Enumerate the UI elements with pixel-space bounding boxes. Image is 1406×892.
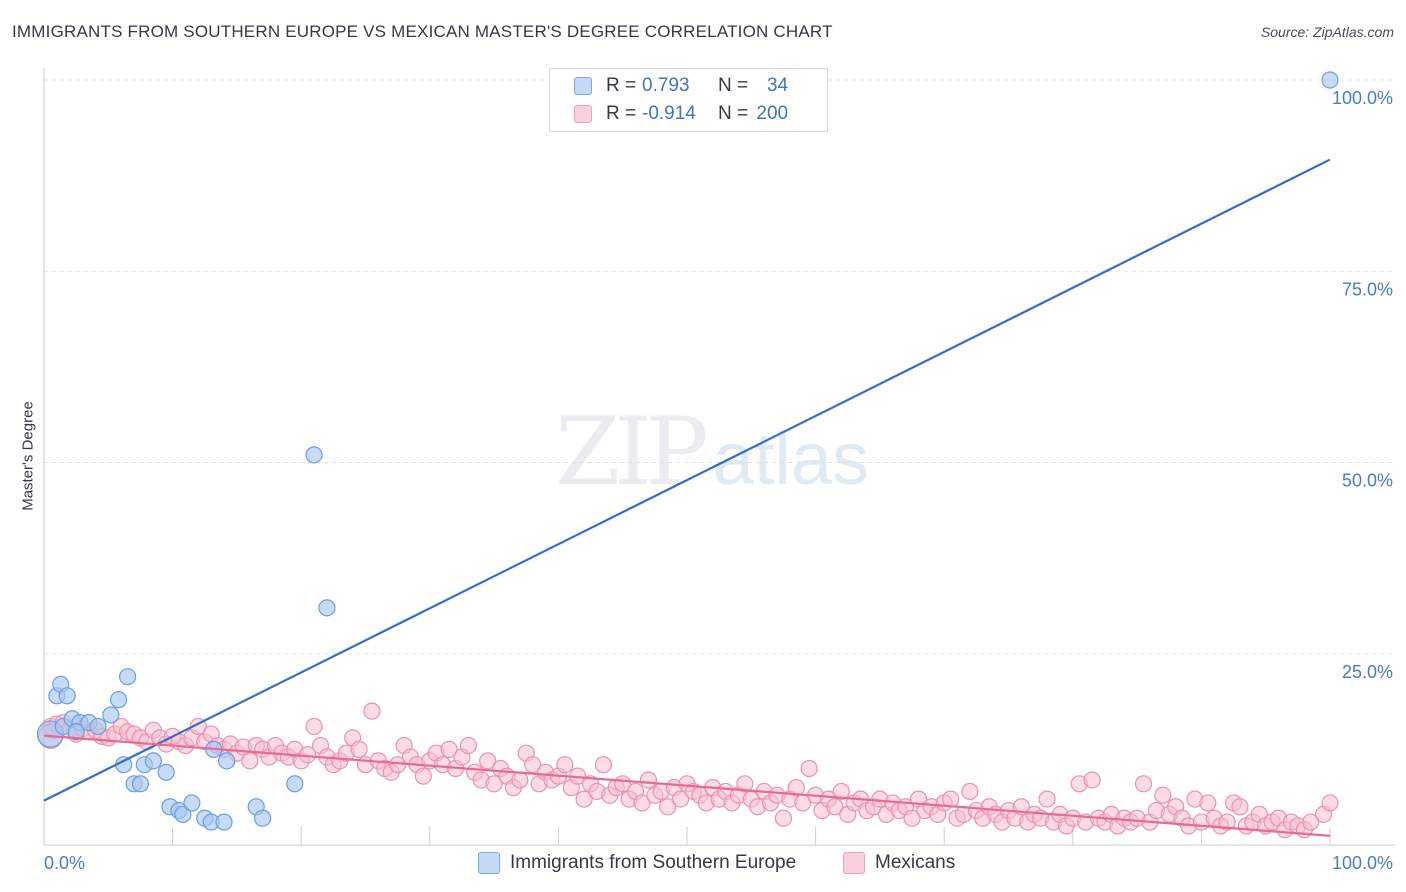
southern-europe-point — [286, 775, 304, 793]
southern-europe-point — [131, 775, 150, 793]
mexicans-point — [1302, 813, 1320, 831]
mexicans-point — [1218, 813, 1236, 831]
mexicans-point — [511, 771, 529, 789]
grid-lines — [44, 79, 1395, 655]
mexicans-point — [1231, 798, 1249, 816]
bottom-legend-mexicans: Mexicans — [843, 852, 955, 874]
southern-europe-point — [1321, 71, 1339, 89]
mexicans-point — [485, 775, 503, 793]
chart-title: IMMIGRANTS FROM SOUTHERN EUROPE VS MEXIC… — [12, 22, 833, 41]
source-label: Source: ZipAtlas.com — [1260, 24, 1394, 40]
mexicans-point — [633, 794, 651, 812]
southern-europe-point — [144, 752, 162, 770]
southern-europe-point — [183, 794, 201, 812]
legend-n-value: 200 — [756, 103, 789, 124]
axes — [43, 68, 1395, 846]
mexicans-point — [556, 756, 574, 774]
southern-europe-point — [174, 805, 192, 824]
mexicans-point — [1134, 775, 1153, 793]
mexicans-point — [440, 740, 458, 758]
southern-europe-point — [67, 723, 85, 741]
bottom-legend-swatch-blue — [478, 852, 500, 874]
legend-r-label: R = — [606, 75, 637, 96]
mexicans-point — [826, 798, 844, 816]
watermark: ZIP atlas — [555, 398, 869, 507]
tick-labels: 25.0% 50.0% 75.0% 100.0% 0.0% 100.0% — [44, 88, 1393, 873]
mexicans-point — [479, 752, 497, 770]
mexicans-point — [594, 756, 613, 774]
legend-row-southern-europe: R = 0.793 N = 34 — [574, 72, 788, 100]
southern-europe-point — [157, 763, 175, 781]
mexicans-point — [414, 767, 432, 785]
mexicans-point — [350, 740, 368, 758]
mexicans-point — [736, 775, 754, 793]
bottom-legend-label: Mexicans — [875, 852, 956, 873]
y-tick-label: 50.0% — [1342, 471, 1393, 491]
legend-swatch-blue — [574, 77, 592, 95]
mexicans-point — [241, 752, 259, 770]
mexicans-point — [659, 798, 677, 816]
mexicans-point — [1199, 794, 1217, 812]
mexicans-point — [671, 790, 690, 808]
mexicans-point — [575, 790, 593, 808]
southern-europe-points — [36, 71, 1339, 831]
x-tick-label: 100.0% — [1332, 853, 1393, 873]
bottom-legend-label: Immigrants from Southern Europe — [510, 852, 797, 873]
y-tick-label: 75.0% — [1342, 279, 1393, 299]
legend-r-value: 0.793 — [642, 75, 690, 96]
southern-europe-point — [318, 599, 336, 617]
southern-europe-point — [218, 752, 236, 770]
watermark-zip: ZIP — [555, 398, 709, 507]
y-tick-label: 25.0% — [1342, 662, 1393, 682]
mexicans-trend-line — [43, 734, 1331, 837]
mexicans-point — [961, 782, 979, 801]
southern-europe-trend-line — [43, 158, 1331, 802]
legend-swatch-pink — [574, 105, 592, 123]
mexicans-point — [1083, 771, 1101, 789]
legend-n-label: N = — [718, 75, 749, 96]
mexicans-point — [639, 771, 658, 789]
mexicans-point — [363, 702, 381, 720]
mexicans-point — [305, 717, 323, 736]
mexicans-point — [787, 779, 805, 797]
southern-europe-point — [58, 687, 76, 705]
mexicans-point — [459, 736, 477, 755]
legend: R = 0.793 N = 34 R = -0.914 N = 200 — [549, 68, 828, 132]
southern-europe-point — [254, 809, 272, 827]
mexicans-point — [1321, 794, 1339, 812]
southern-europe-point — [118, 668, 137, 686]
mexicans-point — [800, 759, 818, 778]
southern-europe-point — [305, 446, 323, 464]
southern-europe-point — [102, 706, 120, 724]
mexicans-point — [1154, 786, 1172, 804]
legend-r-label: R = — [606, 103, 637, 124]
mexicans-point — [942, 790, 960, 808]
mexicans-point — [903, 809, 921, 827]
mexicans-point — [832, 782, 850, 801]
southern-europe-point — [215, 813, 233, 831]
bottom-legend-swatch-pink — [843, 852, 865, 874]
legend-r-value: -0.914 — [642, 103, 696, 124]
legend-row-mexicans: R = -0.914 N = 200 — [574, 100, 788, 128]
trend-lines — [43, 158, 1331, 837]
southern-europe-point — [89, 717, 107, 736]
bottom-legend-southern-europe: Immigrants from Southern Europe — [478, 852, 796, 874]
mexicans-point — [1038, 790, 1056, 808]
y-tick-label: 100.0% — [1332, 88, 1393, 108]
legend-n-value: 34 — [766, 75, 789, 96]
mexicans-points — [37, 702, 1339, 839]
x-tick-label: 0.0% — [44, 853, 85, 873]
watermark-atlas: atlas — [712, 417, 870, 500]
southern-europe-point — [109, 691, 128, 709]
mexicans-point — [774, 809, 793, 827]
legend-n-label: N = — [718, 103, 749, 124]
